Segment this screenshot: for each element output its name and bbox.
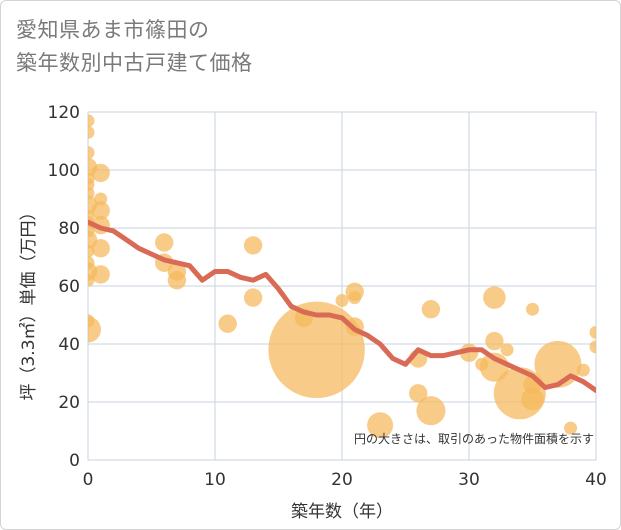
y-tick-label: 120 (48, 103, 80, 123)
y-tick-label: 80 (58, 219, 80, 239)
y-tick-label: 60 (58, 277, 80, 297)
bubble-point (91, 163, 110, 183)
x-tick-label: 10 (204, 470, 226, 490)
bubble-point (416, 396, 446, 426)
bubble-point (500, 343, 514, 357)
chart-title: 愛知県あま市篠田の 築年数別中古戸建て価格 (16, 14, 253, 80)
bubble-point (421, 300, 441, 319)
x-tick-label: 30 (458, 470, 480, 490)
bubble-point (483, 286, 506, 309)
bubble-point (243, 236, 263, 255)
y-tick-label: 20 (58, 393, 80, 413)
bubble-point (335, 294, 349, 307)
bubble-point (485, 331, 504, 351)
trend-series (88, 219, 596, 393)
bubble-point (91, 265, 110, 284)
bubble-point (576, 363, 590, 377)
tick-labels: 0 20 40 60 80 100 120 0 10 20 30 40 (48, 103, 607, 490)
bubble-point (155, 233, 174, 252)
bubble-point (91, 201, 110, 220)
bubble-point (91, 239, 110, 258)
title-line-2: 築年数別中古戸建て価格 (16, 51, 253, 75)
bubble-point (88, 316, 101, 343)
bubble-point (88, 146, 95, 160)
bubble-point (526, 302, 539, 316)
bubble-point (367, 412, 394, 439)
y-axis-label: 坪（3.3㎡）単価（万円） (19, 203, 39, 400)
bubble-point (409, 384, 428, 403)
trend-line (88, 219, 596, 393)
x-tick-label: 20 (331, 470, 353, 490)
bubble-series (88, 114, 596, 439)
bubble-point (167, 271, 187, 290)
bubble-point (589, 340, 596, 354)
bubble-point (348, 291, 362, 305)
bubble-point (534, 340, 582, 388)
size-note: 円の大きさは、取引のあった物件面積を示す (354, 431, 594, 446)
x-tick-label: 0 (83, 470, 94, 490)
bubble-point (243, 288, 263, 307)
bubble-point (218, 314, 237, 333)
bubble-point (268, 301, 365, 399)
y-tick-label: 0 (69, 451, 80, 471)
bubble-point (88, 125, 95, 139)
bubble-point (88, 114, 95, 128)
bubble-point (521, 387, 544, 411)
bubble-point (589, 325, 596, 339)
x-axis-label: 築年数（年） (291, 502, 393, 522)
y-tick-label: 40 (58, 335, 80, 355)
bubble-point (564, 421, 578, 435)
y-tick-label: 100 (48, 161, 80, 181)
x-tick-label: 40 (585, 470, 607, 490)
title-line-1: 愛知県あま市篠田の (16, 18, 210, 42)
